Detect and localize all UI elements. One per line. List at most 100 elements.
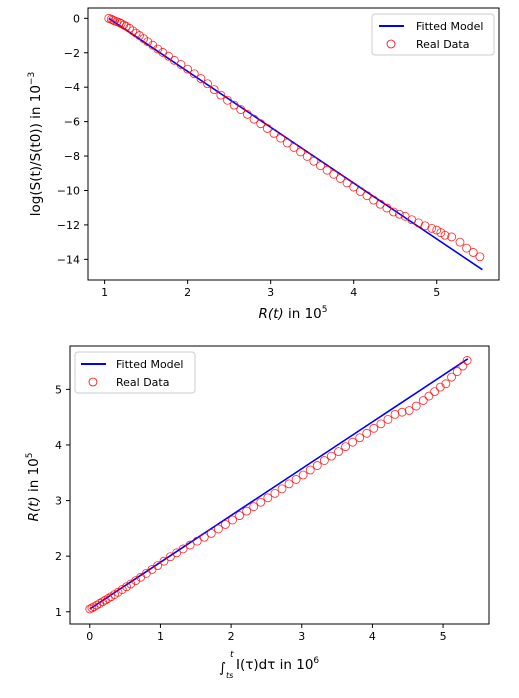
chart-top-real-data-point — [394, 209, 404, 219]
chart-top-real-data-point — [362, 191, 372, 201]
chart-bottom-real-data-point — [270, 488, 280, 498]
chart-top-real-data-point — [349, 182, 359, 192]
chart-top-real-data-point — [336, 174, 345, 183]
chart-bottom-real-data-point — [447, 372, 456, 382]
legend-marker-swatch — [88, 377, 98, 387]
chart-top-real-data-point — [256, 119, 266, 129]
chart-bottom-real-data-point — [462, 356, 472, 365]
chart-bottom-xtick-label: 4 — [369, 630, 376, 643]
chart-bottom-real-data-point — [92, 600, 102, 610]
chart-top-xtick-label: 1 — [101, 286, 108, 299]
chart-top-real-data-point — [316, 161, 325, 171]
chart-bottom-real-data-point — [199, 532, 209, 542]
chart-top-real-data-point — [468, 248, 478, 257]
chart-bottom-real-data-point — [263, 493, 273, 503]
chart-top-real-data-point — [440, 230, 450, 240]
chart-top-ytick-label: −2 — [64, 47, 80, 60]
chart-top-real-data-point — [243, 109, 252, 119]
chart-top: 1 2 3 4 5 0 −2 −4 −6 −8 −10 −12 −14 Fitted Model Rea… — [27, 7, 500, 322]
chart-top-ytick-label: −8 — [64, 150, 80, 163]
chart-top-real-data-point — [276, 133, 286, 143]
chart-bottom-real-data-point — [424, 391, 434, 401]
chart-top-real-data-point — [322, 165, 332, 175]
chart-top-real-data-point — [143, 37, 153, 47]
chart-bottom-real-data-point — [277, 484, 287, 494]
chart-top-real-data-point — [229, 100, 239, 110]
chart-top-real-data-point — [369, 195, 379, 205]
chart-bottom-ytick-label: 3 — [55, 495, 62, 508]
chart-bottom-xtick-label: 0 — [86, 630, 93, 643]
chart-bottom-real-data-point — [103, 594, 113, 603]
chart-top-real-data-point — [455, 237, 465, 247]
chart-bottom-real-data-point — [383, 414, 393, 424]
chart-top-axes-frame — [87, 7, 500, 281]
chart-top-real-data-point — [196, 74, 206, 83]
chart-top-real-data-point — [249, 114, 259, 124]
chart-top-real-data-point — [382, 203, 392, 213]
chart-bottom-ytick-label: 2 — [55, 550, 62, 563]
chart-bottom-xlabel-text: I(τ)dτ in 106 — [236, 656, 319, 673]
chart-top-real-data-point — [116, 19, 126, 28]
chart-bottom-real-data-point — [404, 406, 414, 415]
chart-bottom-real-data-point — [376, 419, 386, 429]
chart-top-real-data-point — [216, 90, 226, 100]
chart-bottom-real-data-point — [291, 475, 301, 484]
chart-top-ytick-label: 0 — [73, 12, 80, 25]
chart-top-real-data-point — [169, 55, 179, 65]
chart-bottom-real-data-point — [435, 382, 445, 392]
chart-bottom-ytick-label: 5 — [55, 383, 62, 396]
chart-bottom-real-data-point — [256, 497, 266, 507]
chart-top-real-data-point — [128, 26, 138, 36]
chart-bottom-real-data-point — [159, 556, 169, 566]
chart-top-real-data-point — [131, 28, 141, 38]
integral-upper-limit: t — [230, 650, 234, 660]
chart-bottom-real-data-point — [153, 561, 163, 571]
chart-bottom-real-data-point — [312, 461, 322, 470]
chart-bottom-real-data-point — [305, 465, 315, 475]
chart-top-real-data-point — [282, 138, 292, 148]
chart-bottom-real-data-point — [397, 407, 407, 417]
chart-bottom-real-data-point — [192, 536, 202, 546]
chart-bottom-real-data-point — [213, 524, 223, 534]
chart-bottom-real-data-point — [411, 401, 421, 411]
chart-bottom-xtick-label: 5 — [440, 630, 447, 643]
chart-bottom-real-data-point — [327, 451, 336, 461]
chart-bottom-real-data-point — [131, 576, 141, 586]
chart-bottom-real-data-point — [221, 520, 230, 529]
chart-bottom-real-data-point — [228, 515, 237, 525]
chart-top-real-data-point — [462, 243, 472, 253]
chart-bottom-ytick-label: 4 — [55, 439, 62, 452]
legend-label-fitted: Fitted Model — [416, 20, 483, 33]
chart-top-xtick-label: 3 — [267, 286, 274, 299]
chart-top-real-data-point — [209, 85, 219, 94]
chart-top-real-data-point — [375, 199, 385, 209]
chart-top-real-data-point — [236, 105, 246, 114]
chart-bottom-xlabel: ∫ t ts I(τ)dτ in 106 — [219, 650, 319, 680]
chart-bottom-real-data-point — [95, 599, 105, 608]
chart-bottom-real-data-point — [298, 470, 308, 480]
chart-bottom-axes-frame — [69, 345, 490, 625]
chart-bottom: 0 1 2 3 4 5 1 2 3 4 5 Fitted Model Real Data R(t) … — [25, 345, 490, 680]
chart-bottom-real-data-point — [348, 437, 358, 447]
chart-bottom-real-data-point — [249, 502, 259, 512]
legend-box — [74, 351, 196, 394]
chart-bottom-real-data-point — [362, 428, 372, 438]
chart-top-real-data-point — [164, 51, 173, 61]
chart-bottom-real-data-point — [235, 511, 244, 520]
chart-top-real-data-point — [262, 124, 272, 133]
chart-top-real-data-point — [115, 18, 124, 28]
chart-top-real-data-point — [475, 252, 485, 262]
chart-top-real-data-point — [447, 232, 457, 242]
chart-bottom-xtick-label: 1 — [157, 630, 164, 643]
legend-label-real: Real Data — [116, 376, 169, 389]
chart-bottom-ylabel: R(t) in 105 — [25, 452, 42, 521]
chart-bottom-real-data-point — [390, 409, 400, 419]
chart-top-real-data-point — [355, 187, 365, 196]
chart-bottom-real-data-point — [284, 479, 294, 489]
legend-box — [371, 13, 495, 56]
chart-top-real-data-point — [389, 207, 398, 217]
chart-bottom-real-data-point — [87, 603, 97, 613]
chart-bottom-real-data-point — [85, 604, 95, 614]
integral-lower-limit: ts — [226, 671, 233, 680]
chart-top-real-data-point — [183, 64, 193, 74]
